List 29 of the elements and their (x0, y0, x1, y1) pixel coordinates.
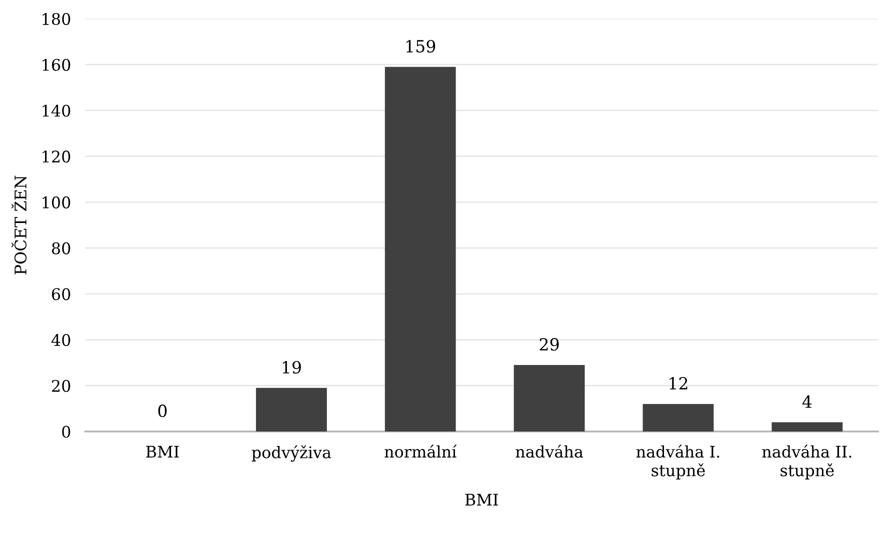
x-tick-label: nadváha (516, 444, 584, 458)
bar (256, 388, 327, 432)
y-tick-label: 40 (51, 334, 70, 346)
y-tick-label: 160 (42, 58, 70, 71)
y-tick-label: 140 (42, 104, 70, 117)
bar (642, 404, 714, 432)
x-tick-label: nadváha II. stupně (762, 444, 852, 480)
x-axis-title: BMI (465, 494, 498, 506)
y-tick-label: 100 (42, 196, 70, 208)
bar (514, 364, 585, 432)
y-tick-label: 60 (52, 288, 70, 300)
y-tick-label: 80 (52, 242, 70, 254)
x-tick-label: BMI (146, 446, 179, 458)
y-axis-title: POČET ŽEN (12, 176, 27, 274)
data-label: 19 (282, 360, 301, 374)
data-label: 4 (802, 395, 812, 408)
y-tick-label: 0 (62, 426, 70, 438)
data-label: 0 (158, 404, 167, 418)
y-tick-label: 180 (42, 12, 70, 26)
bar (772, 422, 843, 432)
y-tick-label: 20 (52, 380, 70, 392)
x-tick-label: podvýživa (252, 445, 332, 462)
data-label: 29 (540, 338, 559, 351)
x-tick-label: nadváha I. stupně (636, 444, 720, 480)
data-label: 159 (406, 40, 436, 53)
bar (384, 66, 456, 432)
y-tick-label: 120 (42, 150, 70, 163)
x-tick-label: normální (384, 444, 457, 458)
data-label: 12 (670, 377, 688, 390)
